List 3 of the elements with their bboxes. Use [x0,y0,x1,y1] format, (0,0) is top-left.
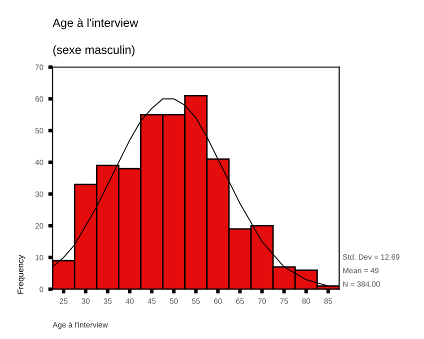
chart-subtitle: (sexe masculin) [53,45,135,56]
chart-title: Age à l'interview [52,18,138,30]
y-axis-title: Frequency [18,254,26,294]
